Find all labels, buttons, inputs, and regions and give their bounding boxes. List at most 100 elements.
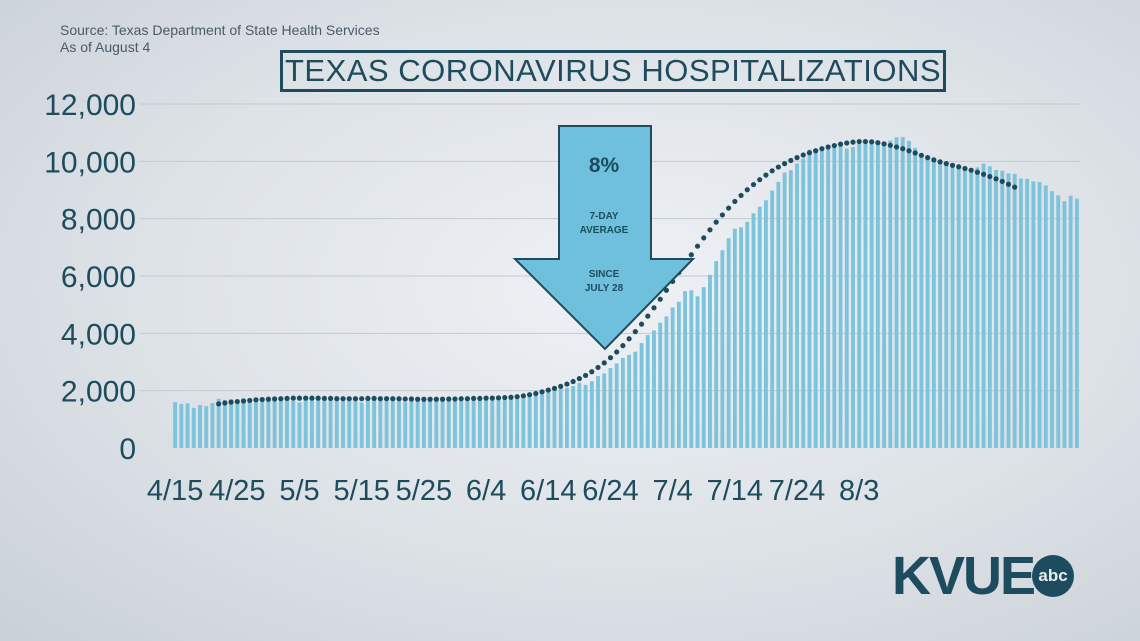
bar bbox=[652, 330, 656, 448]
avg-point bbox=[390, 396, 396, 402]
bar bbox=[714, 261, 719, 448]
x-tick-label: 7/4 bbox=[652, 475, 692, 507]
bar bbox=[260, 397, 265, 448]
avg-point bbox=[987, 173, 993, 180]
bar bbox=[863, 143, 868, 448]
bar bbox=[956, 166, 961, 448]
bar bbox=[583, 384, 588, 448]
x-tick-label: 7/24 bbox=[769, 475, 825, 507]
bar bbox=[303, 397, 308, 448]
avg-point bbox=[925, 155, 931, 161]
bar bbox=[372, 399, 377, 448]
avg-point bbox=[999, 178, 1005, 184]
avg-point bbox=[315, 395, 321, 401]
bar bbox=[521, 395, 526, 448]
bar bbox=[689, 290, 694, 448]
bar bbox=[540, 393, 544, 448]
avg-point bbox=[483, 395, 489, 401]
bar bbox=[1050, 191, 1054, 448]
avg-point bbox=[352, 396, 359, 402]
avg-point bbox=[850, 139, 856, 145]
bar bbox=[751, 213, 756, 448]
avg-point bbox=[794, 155, 800, 161]
avg-point bbox=[520, 393, 526, 399]
bar bbox=[415, 398, 420, 448]
bar bbox=[1025, 178, 1030, 448]
avg-point bbox=[471, 395, 477, 402]
avg-point bbox=[869, 139, 875, 145]
y-tick-label: 4,000 bbox=[61, 318, 136, 351]
avg-point bbox=[234, 398, 240, 405]
bar bbox=[913, 147, 918, 449]
avg-point bbox=[365, 395, 371, 402]
bar bbox=[409, 399, 414, 448]
avg-point bbox=[931, 157, 937, 163]
avg-point bbox=[321, 395, 327, 402]
avg-point bbox=[452, 396, 458, 402]
avg-point bbox=[595, 364, 601, 371]
bar bbox=[1031, 181, 1036, 448]
x-tick-label: 4/25 bbox=[209, 475, 265, 507]
avg-point bbox=[371, 395, 377, 402]
avg-point bbox=[228, 399, 234, 405]
bar bbox=[670, 307, 675, 448]
bar bbox=[987, 166, 992, 448]
avg-point bbox=[222, 400, 228, 406]
bar bbox=[813, 149, 818, 448]
avg-point bbox=[825, 144, 831, 150]
bar bbox=[832, 144, 837, 448]
bar bbox=[533, 395, 538, 448]
bar bbox=[950, 165, 955, 449]
x-tick-label: 7/14 bbox=[707, 475, 763, 507]
bar bbox=[795, 163, 799, 449]
avg-point bbox=[781, 161, 788, 167]
avg-point bbox=[632, 329, 638, 335]
avg-point bbox=[564, 381, 570, 387]
avg-point bbox=[763, 172, 769, 178]
bar bbox=[564, 387, 569, 448]
avg-point bbox=[558, 383, 564, 389]
bar bbox=[216, 398, 221, 448]
avg-point bbox=[439, 396, 446, 402]
bar bbox=[900, 136, 905, 448]
bar bbox=[882, 144, 887, 448]
bar bbox=[173, 402, 178, 448]
avg-point bbox=[968, 167, 974, 173]
bar bbox=[509, 397, 513, 448]
bar bbox=[571, 386, 576, 448]
avg-point bbox=[502, 394, 508, 401]
avg-point bbox=[688, 252, 694, 258]
avg-point bbox=[1012, 184, 1018, 190]
bar bbox=[608, 368, 613, 448]
bar bbox=[527, 396, 532, 448]
avg-point bbox=[377, 396, 383, 402]
bar bbox=[198, 405, 202, 448]
bar bbox=[931, 159, 936, 449]
avg-point bbox=[402, 396, 408, 402]
avg-point bbox=[527, 392, 533, 398]
abc-logo-icon: abc bbox=[1032, 555, 1075, 597]
bar bbox=[969, 170, 974, 448]
x-tick-label: 5/5 bbox=[279, 475, 319, 507]
avg-point bbox=[757, 177, 763, 183]
bar bbox=[602, 373, 607, 448]
bar bbox=[944, 162, 949, 448]
avg-point bbox=[334, 396, 340, 402]
avg-point bbox=[446, 396, 452, 402]
avg-point bbox=[408, 396, 415, 402]
bar bbox=[254, 399, 258, 448]
bar bbox=[1068, 195, 1073, 448]
avg-point bbox=[875, 140, 881, 146]
logo-wordmark: KVUE bbox=[892, 546, 1036, 606]
avg-point bbox=[545, 387, 551, 393]
bar bbox=[757, 206, 762, 448]
callout-line3: SINCE bbox=[589, 269, 620, 280]
bar bbox=[981, 163, 986, 449]
y-tick-label: 6,000 bbox=[61, 261, 136, 294]
bar bbox=[247, 399, 252, 448]
avg-point bbox=[477, 395, 483, 402]
source-note: Source: Texas Department of State Health… bbox=[60, 22, 380, 56]
x-tick-label: 6/4 bbox=[466, 475, 506, 507]
bar bbox=[191, 407, 196, 448]
bar bbox=[359, 402, 364, 448]
